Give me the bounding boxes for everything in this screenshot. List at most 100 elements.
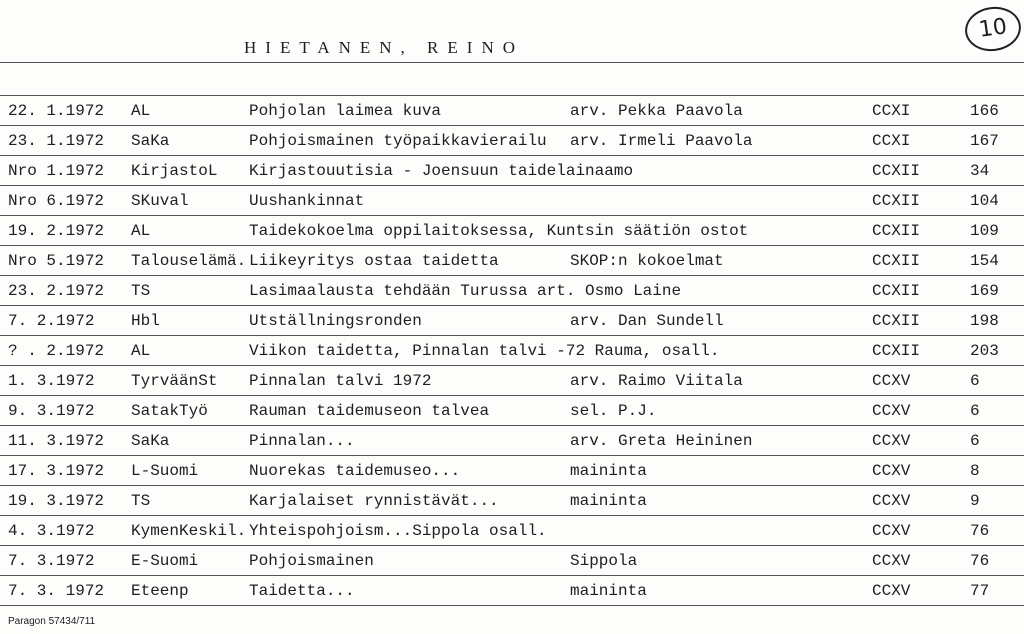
entry-page: 9 <box>970 492 980 510</box>
entry-date: 1. 3.1972 <box>8 372 95 390</box>
entry-page: 109 <box>970 222 999 240</box>
entry-volume: CCXII <box>872 282 921 300</box>
entry-title: Taidekokoelma oppilaitoksessa, Kuntsin s… <box>249 222 749 240</box>
entry-note: Sippola <box>570 552 638 570</box>
entry-date: 7. 3. 1972 <box>8 582 105 600</box>
entry-source: TS <box>131 492 151 510</box>
entry-title: Viikon taidetta, Pinnalan talvi -72 Raum… <box>249 342 720 360</box>
entry-page: 166 <box>970 102 999 120</box>
entry-note: arv. Greta Heininen <box>570 432 753 450</box>
entry-date: 7. 2.1972 <box>8 312 95 330</box>
entry-title: Pinnalan talvi 1972 <box>249 372 432 390</box>
entry-source: SaKa <box>131 132 170 150</box>
entry-date: 11. 3.1972 <box>8 432 105 450</box>
entry-date: Nro 1.1972 <box>8 162 105 180</box>
row-divider <box>0 395 1024 396</box>
entry-source: TyrväänSt <box>131 372 218 390</box>
entry-page: 198 <box>970 312 999 330</box>
entry-source: Eteenp <box>131 582 189 600</box>
entry-source: L-Suomi <box>131 462 199 480</box>
entry-title: Lasimaalausta tehdään Turussa art. Osmo … <box>249 282 682 300</box>
entry-source: TS <box>131 282 151 300</box>
entry-volume: CCXV <box>872 372 911 390</box>
row-divider <box>0 215 1024 216</box>
entry-page: 77 <box>970 582 990 600</box>
entry-page: 6 <box>970 432 980 450</box>
entry-date: Nro 5.1972 <box>8 252 105 270</box>
entry-title: Yhteispohjoism...Sippola osall. <box>249 522 547 540</box>
row-divider <box>0 155 1024 156</box>
row-divider <box>0 545 1024 546</box>
entry-date: 19. 3.1972 <box>8 492 105 510</box>
table-row: 1. 3.1972 TyrväänSt Pinnalan talvi 1972 arv… <box>0 366 1024 396</box>
card-title: HIETANEN, REINO <box>244 38 524 57</box>
entry-title: Taidetta... <box>249 582 355 600</box>
header-rule <box>0 62 1024 63</box>
entry-title: Pohjolan laimea kuva <box>249 102 442 120</box>
entry-page: 34 <box>970 162 990 180</box>
entry-page: 76 <box>970 522 990 540</box>
entry-page: 8 <box>970 462 980 480</box>
row-divider <box>0 335 1024 336</box>
row-divider <box>0 185 1024 186</box>
entry-volume: CCXI <box>872 102 911 120</box>
table-row: Nro 6.1972 SKuval Uushankinnat CCXII 104 <box>0 186 1024 216</box>
table-row: Nro 1.1972 KirjastoL Kirjastouutisia - Joe… <box>0 156 1024 186</box>
table-row: Nro 5.1972 Talouselämä. Liikeyritys ostaa … <box>0 246 1024 276</box>
entry-note: mainintа <box>570 462 647 480</box>
entry-volume: CCXII <box>872 192 921 210</box>
row-divider <box>0 485 1024 486</box>
entry-volume: CCXII <box>872 222 921 240</box>
entry-source: SatakTyö <box>131 402 208 420</box>
entry-note: maininta <box>570 492 647 510</box>
entry-source: AL <box>131 222 151 240</box>
table-row: 9. 3.1972 SatakTyö Rauman taidemuseon talv… <box>0 396 1024 426</box>
entry-page: 154 <box>970 252 999 270</box>
entry-note: arv. Dan Sundell <box>570 312 724 330</box>
entry-source: Hbl <box>131 312 160 330</box>
entry-page: 104 <box>970 192 999 210</box>
row-divider <box>0 245 1024 246</box>
table-row: 7. 3. 1972 Eteenp Taidetta... maininta CCXV 7… <box>0 576 1024 606</box>
row-divider <box>0 575 1024 576</box>
entry-source: E-Suomi <box>131 552 199 570</box>
entry-page: 203 <box>970 342 999 360</box>
entry-title: Pinnalan... <box>249 432 355 450</box>
entry-volume: CCXI <box>872 132 911 150</box>
entry-source: Talouselämä. <box>131 252 247 270</box>
entry-volume: CCXII <box>872 252 921 270</box>
entry-title: Liikeyritys ostaa taidetta <box>249 252 499 270</box>
printer-imprint: Paragon 57434/711 <box>8 616 96 627</box>
table-row: 4. 3.1972 KymenKeskil. Yhteispohjoism...Si… <box>0 516 1024 546</box>
row-divider <box>0 95 1024 96</box>
entry-date: 22. 1.1972 <box>8 102 105 120</box>
entry-page: 6 <box>970 402 980 420</box>
entry-volume: CCXII <box>872 342 921 360</box>
entry-note: maininta <box>570 582 647 600</box>
table-row: 11. 3.1972 SaKa Pinnalan... arv. Greta Hein… <box>0 426 1024 456</box>
entry-title: Pohjoismainen työpaikkavierailu <box>249 132 547 150</box>
entry-page: 169 <box>970 282 999 300</box>
card-number-circled: 10 <box>962 3 1024 55</box>
entry-volume: CCXV <box>872 552 911 570</box>
row-divider <box>0 305 1024 306</box>
row-divider <box>0 605 1024 606</box>
entry-date: 7. 3.1972 <box>8 552 95 570</box>
entry-note: arv. Raimo Viitala <box>570 372 743 390</box>
entry-volume: CCXV <box>872 462 911 480</box>
entry-title: Utställningsronden <box>249 312 422 330</box>
entry-page: 167 <box>970 132 999 150</box>
entry-source: SaKa <box>131 432 170 450</box>
entry-date: 17. 3.1972 <box>8 462 105 480</box>
table-row: 7. 2.1972 Hbl Utställningsronden arv. Dan S… <box>0 306 1024 336</box>
entry-date: Nro 6.1972 <box>8 192 105 210</box>
entry-title: Pohjoismainen <box>249 552 374 570</box>
entry-date: ? . 2.1972 <box>8 342 105 360</box>
row-divider <box>0 125 1024 126</box>
entry-volume: CCXV <box>872 582 911 600</box>
entry-date: 4. 3.1972 <box>8 522 95 540</box>
entry-note: arv. Pekka Paavola <box>570 102 743 120</box>
entry-note: arv. Irmeli Paavola <box>570 132 753 150</box>
table-row: 19. 3.1972 TS Karjalaiset rynnistävät... ma… <box>0 486 1024 516</box>
table-row: 19. 2.1972 AL Taidekokoelma oppilaitoksess… <box>0 216 1024 246</box>
